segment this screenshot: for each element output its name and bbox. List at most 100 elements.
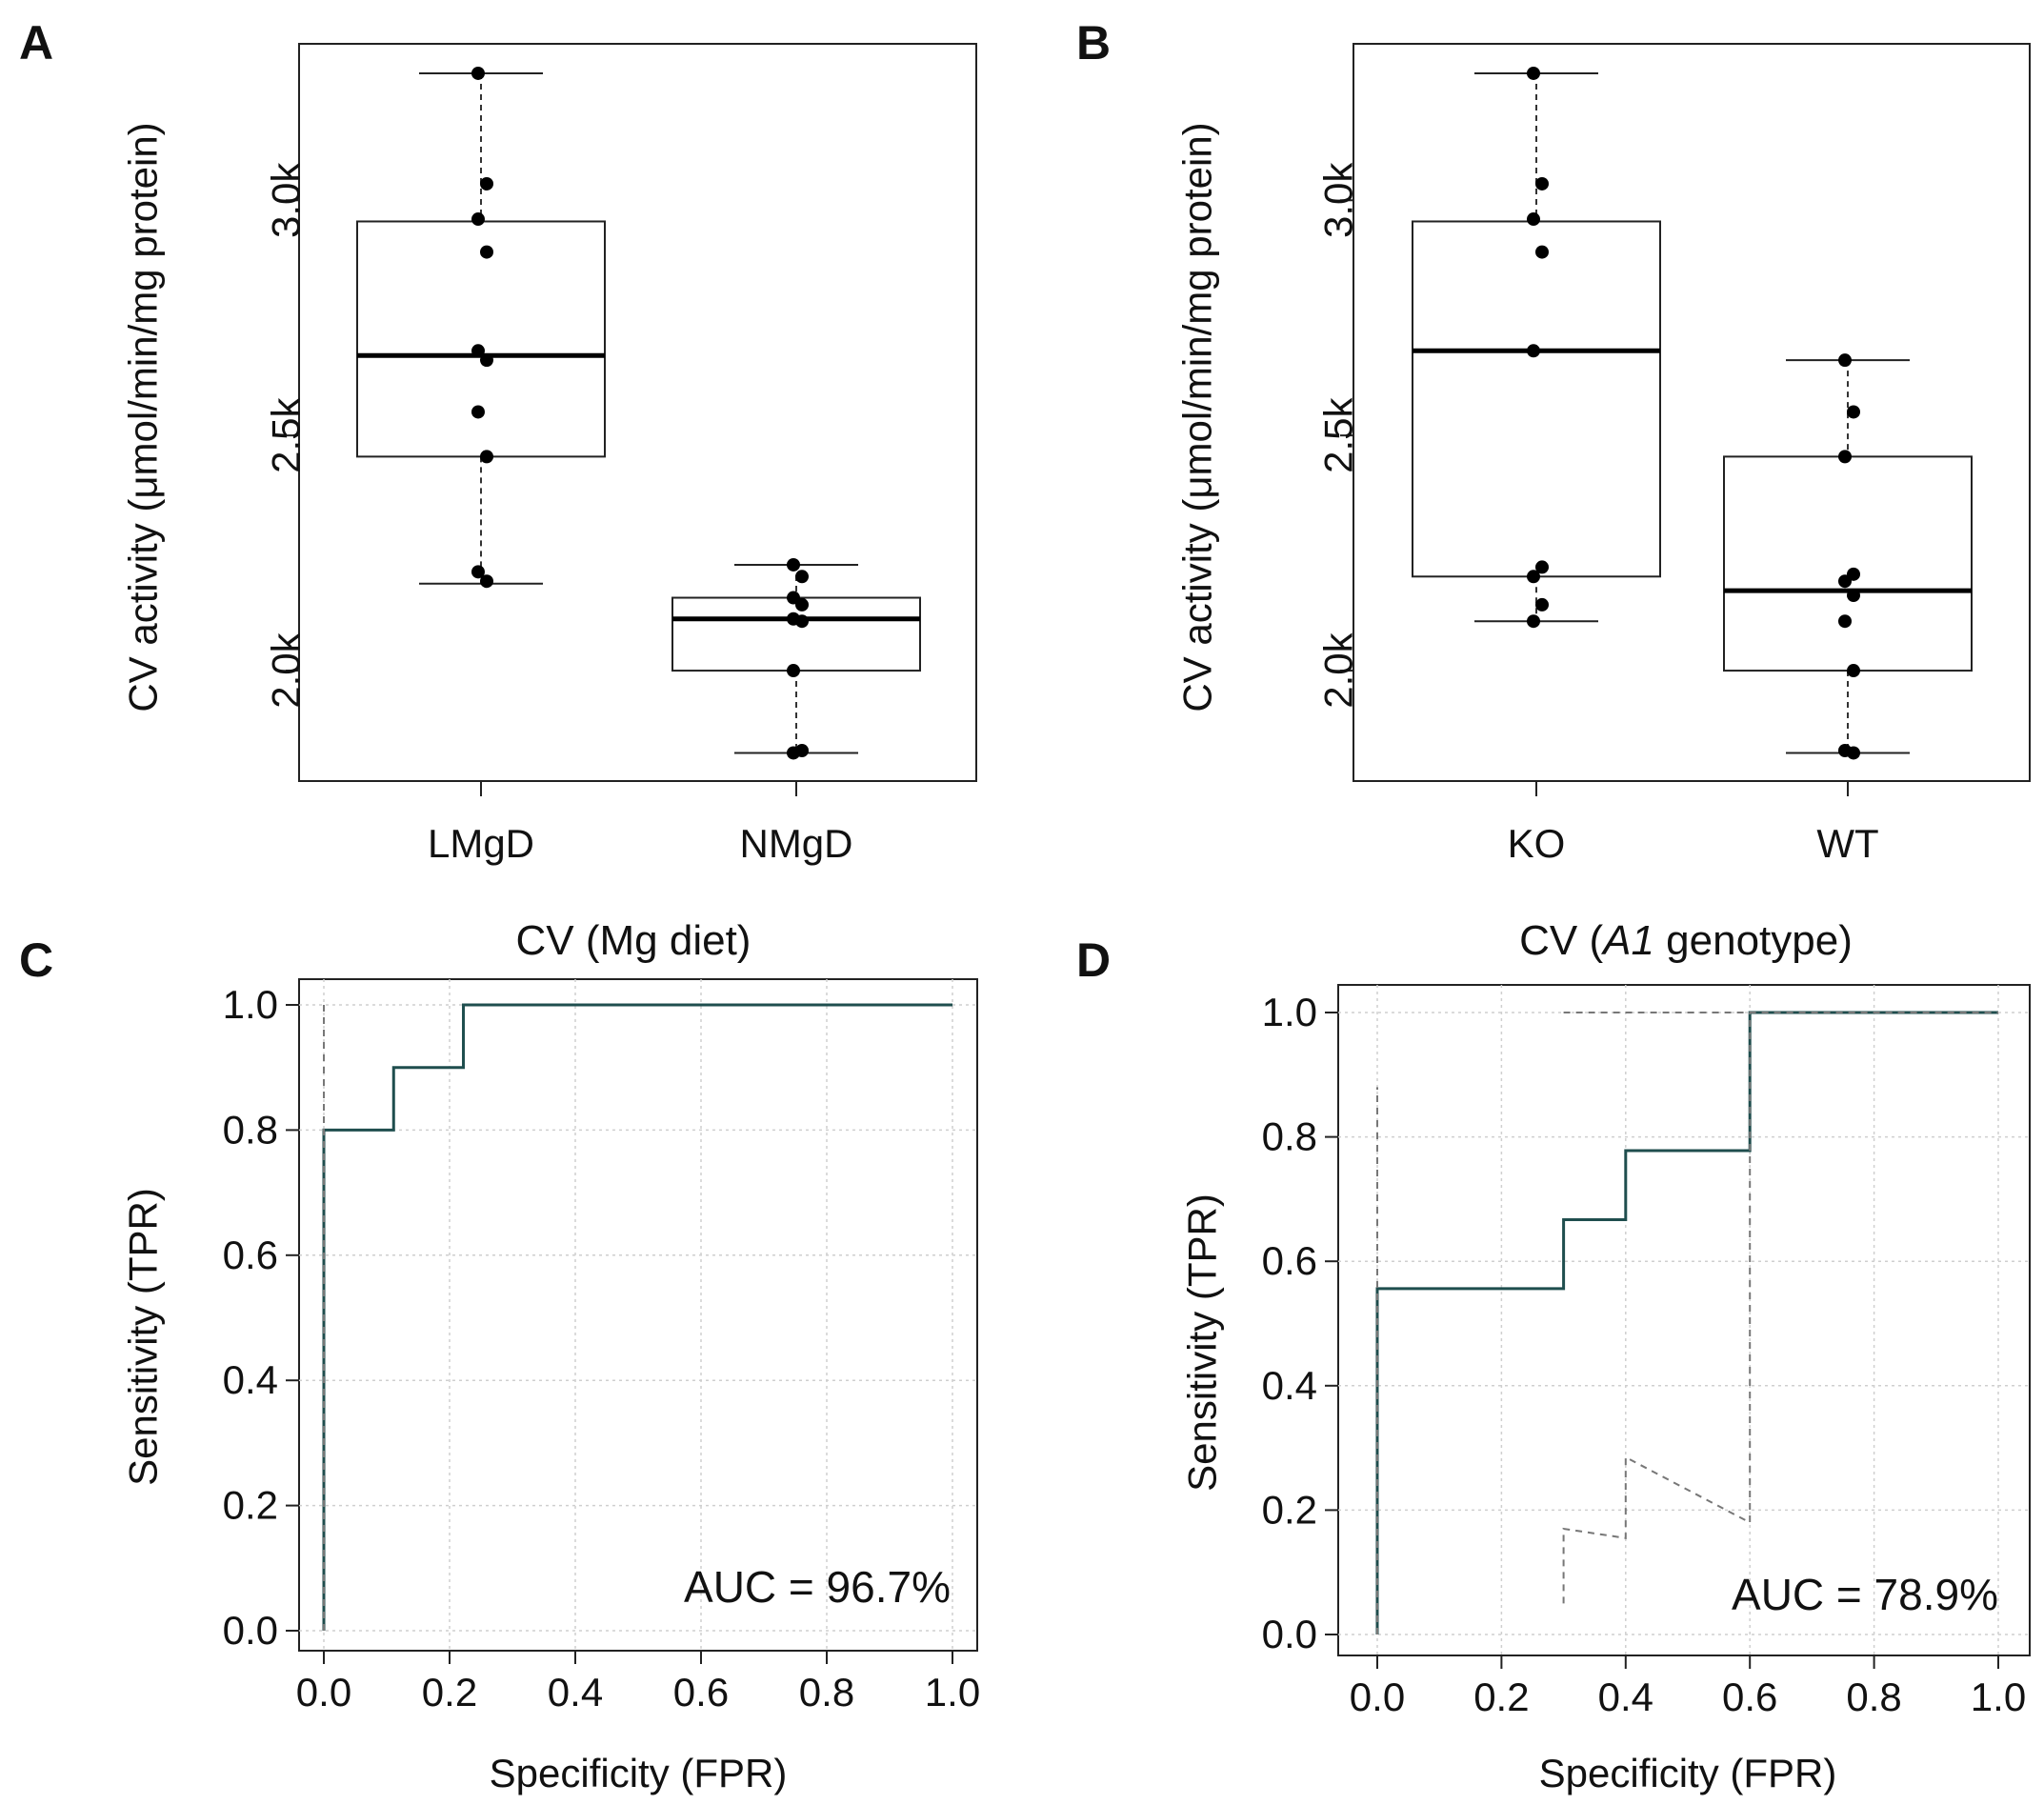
panel-D: D CV (A1 genotype) 0.0 0.2 0.4 0.6 0.8 1.0 0.0 0.… xyxy=(1076,917,2031,1795)
y-axis-label: Sensitivity (TPR) xyxy=(121,1188,166,1486)
y-tick-label: 0.6 xyxy=(1262,1238,1317,1283)
x-tick-label: 0.4 xyxy=(1598,1675,1653,1719)
data-point xyxy=(787,746,800,760)
data-point xyxy=(480,450,493,464)
data-point xyxy=(480,353,493,368)
y-tick-label: 2.0k xyxy=(1316,632,1361,708)
y-tick-label: 2.5k xyxy=(264,396,309,472)
data-point xyxy=(1838,574,1852,589)
data-point xyxy=(795,614,809,629)
data-point xyxy=(1847,664,1860,678)
x-tick-label: WT xyxy=(1816,821,1878,866)
data-point xyxy=(1535,176,1549,191)
box-NMgD: NMgD xyxy=(671,557,921,866)
panel-C: C CV (Mg diet) 0.0 0.2 0.4 0.6 0.8 1.0 0.0 0.2 0.4… xyxy=(19,917,980,1795)
y-tick-label: 0.4 xyxy=(223,1357,278,1402)
data-point xyxy=(1838,450,1852,464)
chart-title: CV (Mg diet) xyxy=(516,917,751,964)
y-axis-label: CV activity (μmol/min/mg protein) xyxy=(1175,122,1220,712)
plot-frame xyxy=(1353,43,2031,782)
chart-title-part: A1 xyxy=(1600,917,1654,964)
x-tick-label: 0.2 xyxy=(1473,1675,1529,1719)
x-tick-label: NMgD xyxy=(739,821,852,866)
x-tick-label: 0.0 xyxy=(296,1670,351,1715)
x-tick-label: 1.0 xyxy=(925,1670,980,1715)
y-tick-label: 0.4 xyxy=(1262,1363,1317,1408)
data-point xyxy=(1535,245,1549,259)
panel-letter: D xyxy=(1076,933,1111,987)
data-point xyxy=(480,176,493,191)
data-point xyxy=(1847,746,1860,760)
data-point xyxy=(480,245,493,259)
panel-letter: B xyxy=(1076,16,1111,70)
y-axis-label: Sensitivity (TPR) xyxy=(1180,1193,1225,1492)
data-point xyxy=(1527,570,1540,584)
data-point xyxy=(1527,66,1540,80)
data-point xyxy=(471,405,485,419)
x-tick-label: KO xyxy=(1508,821,1566,866)
data-point xyxy=(1527,212,1540,227)
x-tick-label: 0.4 xyxy=(548,1670,603,1715)
data-point xyxy=(787,557,800,572)
data-point xyxy=(795,570,809,584)
y-tick-label: 0.2 xyxy=(1262,1487,1317,1532)
box-WT: WT xyxy=(1723,353,1973,866)
data-point xyxy=(480,574,493,589)
y-tick-label: 0.2 xyxy=(223,1483,278,1528)
roc-curve xyxy=(1375,1011,1998,1635)
chart-title-part: genotype) xyxy=(1654,917,1853,964)
y-tick-label: 1.0 xyxy=(1262,990,1317,1034)
box-body xyxy=(1723,455,1973,672)
y-tick-label: 0.0 xyxy=(223,1608,278,1653)
x-tick-label: 0.0 xyxy=(1350,1675,1405,1719)
x-tick-label: 0.6 xyxy=(673,1670,729,1715)
y-tick-label: 0.6 xyxy=(223,1233,278,1277)
box-body xyxy=(671,596,921,672)
panel-letter: A xyxy=(19,16,53,70)
data-point xyxy=(471,212,485,227)
panel-A: A 2.0k 2.5k 3.0k CV activity (μmol/min/mg pr… xyxy=(19,16,977,866)
y-tick-label: 2.5k xyxy=(1316,396,1361,472)
auc-annotation: AUC = 78.9% xyxy=(1732,1570,1998,1619)
data-point xyxy=(1535,597,1549,612)
chart-title-part: CV ( xyxy=(1519,917,1603,964)
x-tick-label: 0.8 xyxy=(799,1670,854,1715)
data-point xyxy=(1527,344,1540,358)
data-point xyxy=(787,664,800,678)
x-axis-label: Specificity (FPR) xyxy=(1539,1751,1837,1795)
data-point xyxy=(471,565,485,579)
y-tick-label: 2.0k xyxy=(264,632,309,708)
box-LMgD: LMgD xyxy=(356,66,606,866)
y-tick-label: 3.0k xyxy=(264,162,309,238)
y-tick-label: 0.8 xyxy=(223,1107,278,1152)
roc-curve xyxy=(322,1003,952,1631)
y-tick-label: 1.0 xyxy=(223,982,278,1027)
panel-letter: C xyxy=(19,933,53,987)
plot-frame xyxy=(1337,984,2031,1656)
x-tick-label: 0.2 xyxy=(422,1670,477,1715)
data-point xyxy=(1838,353,1852,368)
data-point xyxy=(795,597,809,612)
box-body xyxy=(1412,220,1661,578)
y-axis-label: CV activity (μmol/min/mg protein) xyxy=(121,122,166,712)
x-tick-label: LMgD xyxy=(428,821,534,866)
data-point xyxy=(471,66,485,80)
x-tick-label: 0.8 xyxy=(1846,1675,1901,1719)
box-body xyxy=(356,220,606,458)
data-point xyxy=(1838,614,1852,629)
data-point xyxy=(1527,614,1540,629)
chart-title-part: CV (Mg diet) xyxy=(516,917,751,964)
panel-B: B 2.0k 2.5k 3.0k CV activity (μmol/min/mg pr… xyxy=(1076,16,2031,866)
y-tick-label: 0.8 xyxy=(1262,1114,1317,1159)
data-point xyxy=(1535,560,1549,574)
data-point xyxy=(1847,405,1860,419)
roc-reference-line xyxy=(1562,1013,1752,1604)
data-point xyxy=(471,344,485,358)
x-tick-label: 0.6 xyxy=(1722,1675,1777,1719)
data-point xyxy=(1847,589,1860,603)
plot-frame xyxy=(298,978,978,1652)
y-tick-label: 0.0 xyxy=(1262,1612,1317,1656)
plot-frame xyxy=(298,43,977,782)
auc-annotation: AUC = 96.7% xyxy=(684,1562,951,1612)
